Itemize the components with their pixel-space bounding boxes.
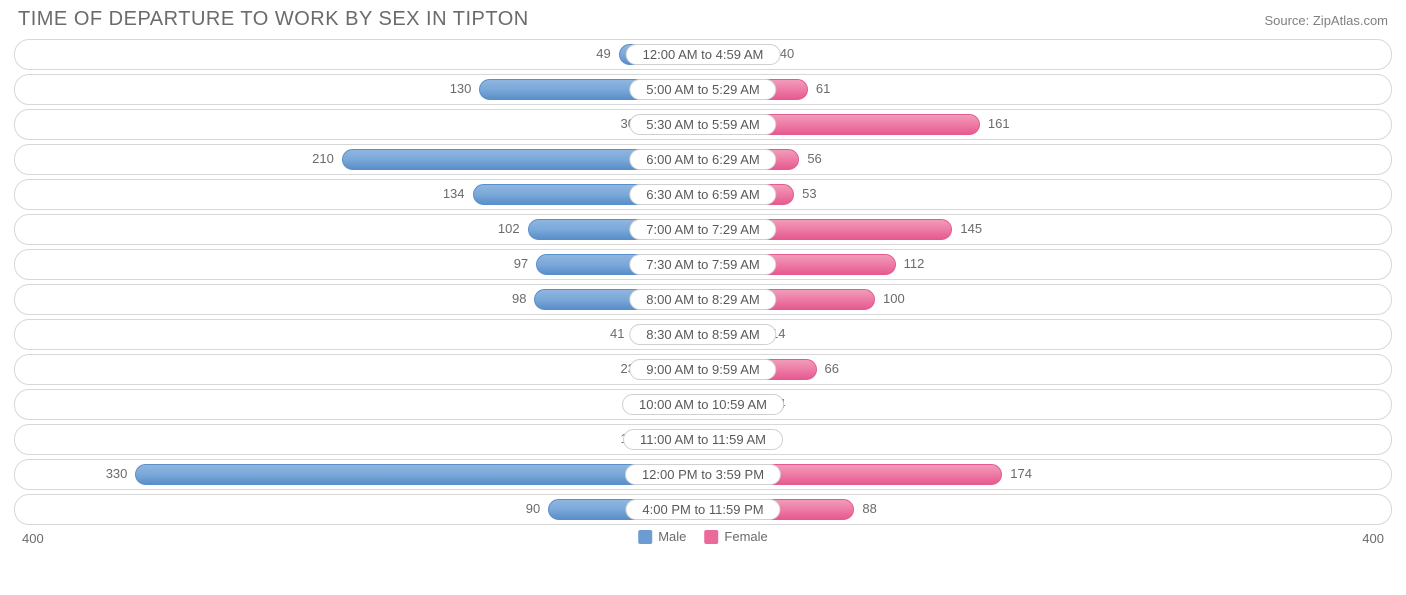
chart-row: 98 100 8:00 AM to 8:29 AM [14,284,1392,315]
chart-source: Source: ZipAtlas.com [1264,13,1388,28]
chart-row: 49 4012:00 AM to 4:59 AM [14,39,1392,70]
category-label: 7:30 AM to 7:59 AM [629,254,776,275]
value-male: 102 [498,221,520,236]
chart-row: 03410:00 AM to 10:59 AM [14,389,1392,420]
axis-max-left: 400 [22,531,44,546]
legend-female: Female [704,529,767,544]
category-label: 7:00 AM to 7:29 AM [629,219,776,240]
value-male: 90 [526,501,540,516]
value-female: 112 [904,256,925,271]
chart-row: 134 53 6:30 AM to 6:59 AM [14,179,1392,210]
category-label: 12:00 AM to 4:59 AM [626,44,781,65]
chart-row: 210 56 6:00 AM to 6:29 AM [14,144,1392,175]
category-label: 6:30 AM to 6:59 AM [629,184,776,205]
legend-label-male: Male [658,529,686,544]
value-male: 130 [450,81,472,96]
chart-row: 90 88 4:00 PM to 11:59 PM [14,494,1392,525]
value-female: 145 [960,221,982,236]
chart-row: 330 174 12:00 PM to 3:59 PM [14,459,1392,490]
value-female: 161 [988,116,1010,131]
value-male: 49 [596,46,610,61]
value-female: 56 [807,151,821,166]
chart-row: 97 112 7:30 AM to 7:59 AM [14,249,1392,280]
category-label: 10:00 AM to 10:59 AM [622,394,784,415]
category-label: 8:00 AM to 8:29 AM [629,289,776,310]
butterfly-chart: 49 4012:00 AM to 4:59 AM 130 61 5:00 AM to 5… [14,39,1392,525]
category-label: 6:00 AM to 6:29 AM [629,149,776,170]
value-male: 134 [443,186,465,201]
category-label: 4:00 PM to 11:59 PM [625,499,780,520]
value-male: 330 [106,466,128,481]
axis-max-right: 400 [1362,531,1384,546]
legend-male: Male [638,529,686,544]
chart-header: TIME OF DEPARTURE TO WORK BY SEX IN TIPT… [14,8,1392,31]
value-female: 174 [1010,466,1032,481]
legend-label-female: Female [724,529,767,544]
chart-title: TIME OF DEPARTURE TO WORK BY SEX IN TIPT… [18,8,529,31]
chart-row: 130 61 5:00 AM to 5:29 AM [14,74,1392,105]
value-male: 97 [514,256,528,271]
chart-legend: Male Female [638,529,768,544]
chart-footer: 400 Male Female 400 [14,529,1392,559]
category-label: 12:00 PM to 3:59 PM [625,464,781,485]
value-female: 53 [802,186,816,201]
value-male: 98 [512,291,526,306]
chart-row: 102 145 7:00 AM to 7:29 AM [14,214,1392,245]
value-female: 66 [825,361,839,376]
bar-male [135,464,703,485]
category-label: 11:00 AM to 11:59 AM [623,429,783,450]
category-label: 9:00 AM to 9:59 AM [629,359,776,380]
chart-row: 41148:30 AM to 8:59 AM [14,319,1392,350]
value-male: 210 [312,151,334,166]
legend-swatch-male [638,530,652,544]
category-label: 8:30 AM to 8:59 AM [629,324,776,345]
category-label: 5:00 AM to 5:29 AM [629,79,776,100]
value-female: 100 [883,291,905,306]
value-male: 41 [610,326,624,341]
value-female: 61 [816,81,830,96]
value-female: 40 [780,46,794,61]
chart-row: 23669:00 AM to 9:59 AM [14,354,1392,385]
legend-swatch-female [704,530,718,544]
value-female: 88 [862,501,876,516]
chart-row: 301615:30 AM to 5:59 AM [14,109,1392,140]
chart-row: 15011:00 AM to 11:59 AM [14,424,1392,455]
category-label: 5:30 AM to 5:59 AM [629,114,776,135]
